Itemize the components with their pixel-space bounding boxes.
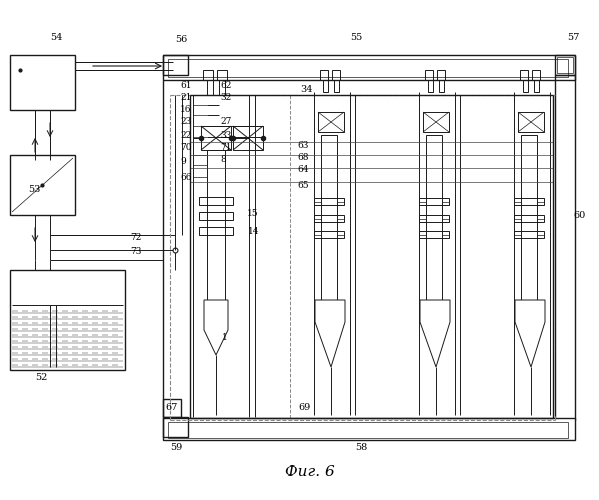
Bar: [163, 55, 188, 75]
Bar: [10, 155, 75, 215]
Bar: [10, 55, 75, 110]
Bar: [423, 112, 449, 132]
Polygon shape: [515, 300, 545, 367]
Bar: [199, 197, 233, 205]
Polygon shape: [315, 300, 345, 367]
Bar: [532, 70, 540, 80]
Bar: [163, 399, 181, 417]
Bar: [168, 422, 568, 438]
Text: 14: 14: [248, 228, 259, 236]
Bar: [314, 231, 344, 238]
Bar: [521, 135, 537, 300]
Text: 55: 55: [350, 34, 362, 42]
Bar: [555, 75, 575, 420]
Text: 32: 32: [220, 92, 231, 102]
Bar: [201, 126, 231, 150]
Bar: [425, 70, 433, 80]
Bar: [419, 198, 449, 205]
Text: 68: 68: [297, 154, 308, 162]
Text: 33: 33: [220, 130, 231, 140]
Bar: [332, 70, 340, 80]
Bar: [163, 55, 575, 80]
Bar: [199, 227, 233, 235]
Text: 52: 52: [35, 374, 47, 382]
Bar: [419, 215, 449, 222]
Bar: [207, 80, 213, 95]
Text: 16: 16: [180, 106, 192, 114]
Text: 54: 54: [50, 34, 62, 42]
Bar: [419, 231, 449, 238]
Text: 67: 67: [165, 402, 177, 411]
Bar: [555, 55, 575, 75]
Text: 21: 21: [180, 92, 191, 102]
Bar: [523, 80, 528, 92]
Bar: [520, 70, 528, 80]
Text: 73: 73: [130, 248, 141, 256]
Bar: [321, 135, 337, 300]
Bar: [163, 417, 188, 437]
Bar: [439, 80, 444, 92]
Text: 15: 15: [247, 208, 259, 218]
Text: 34: 34: [300, 86, 313, 94]
Bar: [514, 215, 544, 222]
Text: 62: 62: [220, 80, 231, 90]
Text: 65: 65: [297, 180, 308, 190]
Text: 23: 23: [180, 118, 191, 126]
Text: 71: 71: [220, 144, 231, 152]
Bar: [323, 80, 328, 92]
Text: Фиг. 6: Фиг. 6: [285, 465, 335, 479]
Bar: [514, 198, 544, 205]
Text: 69: 69: [298, 402, 310, 411]
Bar: [10, 270, 125, 370]
Bar: [314, 215, 344, 222]
Bar: [203, 70, 213, 80]
Text: 9: 9: [180, 158, 186, 166]
Polygon shape: [204, 300, 228, 355]
Bar: [217, 70, 227, 80]
Bar: [233, 126, 263, 150]
Text: 57: 57: [567, 34, 579, 42]
Bar: [318, 112, 344, 132]
Bar: [518, 112, 544, 132]
Text: 70: 70: [180, 144, 192, 152]
Bar: [428, 80, 433, 92]
Bar: [314, 198, 344, 205]
Bar: [557, 57, 573, 73]
Text: 27: 27: [220, 118, 231, 126]
Text: 60: 60: [573, 210, 585, 220]
Bar: [320, 70, 328, 80]
Bar: [437, 70, 445, 80]
Text: 64: 64: [297, 166, 308, 174]
Bar: [163, 418, 575, 440]
Bar: [426, 135, 442, 300]
Text: 63: 63: [297, 140, 308, 149]
Text: 22: 22: [180, 130, 191, 140]
Polygon shape: [420, 300, 450, 367]
Text: 61: 61: [180, 80, 192, 90]
Bar: [168, 59, 568, 77]
Bar: [534, 80, 539, 92]
Text: 8: 8: [220, 156, 226, 164]
Text: 66: 66: [180, 172, 192, 182]
Text: 59: 59: [170, 444, 182, 452]
Text: 58: 58: [355, 444, 367, 452]
Bar: [199, 212, 233, 220]
Text: 1: 1: [222, 332, 228, 342]
Text: 72: 72: [130, 234, 141, 242]
Bar: [514, 231, 544, 238]
Bar: [219, 80, 225, 95]
Bar: [168, 59, 178, 73]
Bar: [207, 150, 225, 300]
Text: 56: 56: [175, 36, 187, 44]
Text: 53: 53: [28, 186, 40, 194]
Bar: [334, 80, 339, 92]
